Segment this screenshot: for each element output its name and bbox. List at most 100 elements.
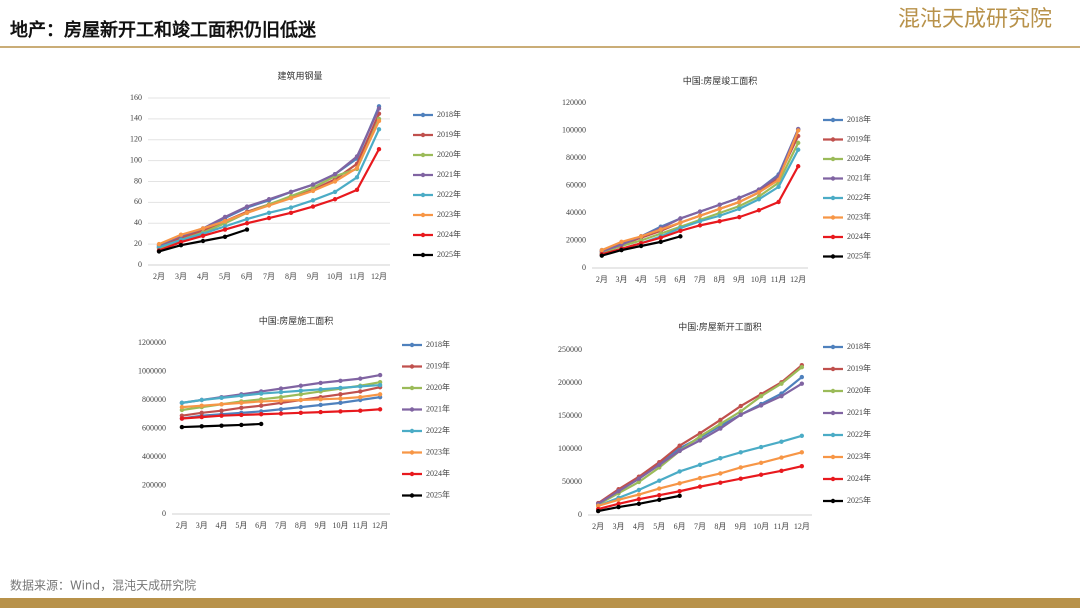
data-point xyxy=(332,179,338,184)
data-point xyxy=(599,247,605,253)
x-tick-label: 7月 xyxy=(275,521,287,530)
data-point xyxy=(678,234,683,239)
data-point xyxy=(258,412,264,417)
data-point xyxy=(332,197,338,202)
data-point xyxy=(278,389,284,395)
data-point xyxy=(779,394,784,399)
data-point xyxy=(697,438,703,443)
legend-marker xyxy=(409,493,415,498)
x-tick-label: 2月 xyxy=(153,272,165,281)
legend-marker xyxy=(409,342,415,348)
data-point xyxy=(376,106,382,111)
data-point xyxy=(795,128,801,133)
series-line xyxy=(597,434,803,507)
x-tick-label: 5月 xyxy=(219,272,231,281)
legend-label: 2024年 xyxy=(847,231,871,241)
y-tick-label: 1200000 xyxy=(138,338,166,347)
data-point xyxy=(638,234,644,239)
legend-label: 2022年 xyxy=(437,189,461,199)
y-tick-label: 120 xyxy=(130,135,142,144)
data-point xyxy=(657,486,662,491)
data-point xyxy=(779,468,784,473)
legend-marker xyxy=(409,364,415,369)
legend-marker xyxy=(830,344,836,350)
data-point xyxy=(266,215,272,221)
x-tick-label: 6月 xyxy=(241,272,253,281)
legend-label: 2022年 xyxy=(847,429,871,439)
data-point xyxy=(239,393,244,398)
data-point xyxy=(338,378,343,383)
y-tick-label: 50000 xyxy=(562,477,582,486)
legend-label: 2020年 xyxy=(847,385,871,395)
legend-marker xyxy=(420,212,426,218)
data-point xyxy=(338,396,343,401)
data-point xyxy=(636,479,642,485)
series-line xyxy=(601,142,800,254)
x-tick-label: 10月 xyxy=(753,522,769,531)
data-point xyxy=(658,227,663,232)
data-point xyxy=(758,403,764,408)
data-point xyxy=(718,421,723,427)
legend-label: 2021年 xyxy=(426,403,450,413)
x-tick-label: 3月 xyxy=(175,272,187,281)
y-tick-label: 120000 xyxy=(562,98,586,107)
data-point xyxy=(718,471,723,476)
data-point xyxy=(636,496,642,502)
data-point xyxy=(199,410,204,416)
data-point xyxy=(288,189,294,195)
legend-label: 2024年 xyxy=(426,468,450,478)
x-tick-label: 9月 xyxy=(735,522,747,531)
legend-marker xyxy=(420,252,426,258)
data-point xyxy=(717,206,722,212)
y-tick-label: 80 xyxy=(134,176,142,185)
data-point xyxy=(298,410,304,416)
y-tick-label: 40000 xyxy=(566,208,586,217)
data-point xyxy=(677,443,682,448)
x-tick-label: 5月 xyxy=(655,275,667,284)
legend-label: 2018年 xyxy=(437,109,461,119)
data-point xyxy=(697,430,703,436)
data-point xyxy=(179,404,185,410)
data-point xyxy=(244,204,250,209)
legend-marker xyxy=(409,450,415,455)
y-tick-label: 100000 xyxy=(562,125,586,134)
data-point xyxy=(799,450,805,455)
data-point xyxy=(678,220,683,225)
data-point xyxy=(338,385,343,391)
data-point xyxy=(278,386,284,391)
data-point xyxy=(677,481,682,486)
y-tick-label: 0 xyxy=(138,260,142,269)
data-point xyxy=(288,205,294,210)
legend-marker xyxy=(830,410,836,416)
data-point xyxy=(738,409,743,414)
data-point xyxy=(697,223,703,228)
data-point xyxy=(658,235,663,240)
data-point xyxy=(616,489,621,494)
data-point xyxy=(258,421,264,427)
data-point xyxy=(310,185,316,190)
data-point xyxy=(298,388,304,393)
legend-marker xyxy=(830,215,836,220)
y-tick-label: 200000 xyxy=(142,480,166,489)
data-point xyxy=(258,399,264,404)
data-point xyxy=(244,210,250,216)
data-point xyxy=(222,234,228,240)
x-tick-label: 4月 xyxy=(216,521,228,530)
data-point xyxy=(338,409,343,414)
x-tick-label: 3月 xyxy=(613,522,625,531)
data-point xyxy=(718,417,723,423)
data-point xyxy=(278,398,284,403)
legend-label: 2023年 xyxy=(426,446,450,456)
legend-marker xyxy=(830,454,836,460)
data-point xyxy=(239,405,244,411)
legend-label: 2020年 xyxy=(847,153,871,163)
legend-label: 2024年 xyxy=(437,229,461,239)
data-point xyxy=(310,198,316,203)
data-point xyxy=(266,197,272,202)
data-point xyxy=(738,412,743,417)
x-tick-label: 12月 xyxy=(372,521,388,530)
data-point xyxy=(178,239,184,245)
legend-marker xyxy=(830,366,836,372)
x-tick-label: 10月 xyxy=(751,275,767,284)
x-tick-label: 12月 xyxy=(371,272,387,281)
